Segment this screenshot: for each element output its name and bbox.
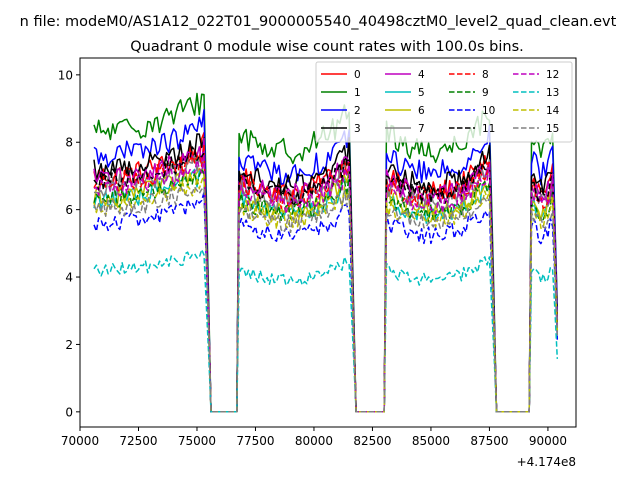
legend-label-8: 8 <box>482 69 489 81</box>
y-tick-label: 0 <box>65 405 73 419</box>
x-offset-label: +4.174e8 <box>517 455 576 469</box>
legend-label-4: 4 <box>418 69 425 81</box>
legend-label-0: 0 <box>354 69 361 81</box>
plot-area-frame <box>79 57 577 428</box>
legend-label-10: 10 <box>482 105 495 117</box>
series-line-9 <box>93 168 559 413</box>
legend-label-15: 15 <box>546 123 559 135</box>
figure-suptitle: n file: modeM0/AS1A12_022T01_9000005540_… <box>20 14 617 30</box>
legend-box <box>315 61 573 143</box>
legend-label-6: 6 <box>418 105 425 117</box>
x-tick-label: 75000 <box>178 434 216 448</box>
series-line-14 <box>93 173 559 413</box>
legend-label-9: 9 <box>482 87 489 99</box>
series-lines <box>93 92 559 413</box>
x-tick-label: 85000 <box>412 434 450 448</box>
x-axis: 70000 72500 75000 77500 80000 82500 85000 87500… <box>61 427 567 448</box>
x-tick-label: 80000 <box>295 434 333 448</box>
series-line-13 <box>93 248 559 413</box>
series-line-10 <box>93 191 559 413</box>
series-line-15 <box>93 185 559 413</box>
y-tick-label: 4 <box>65 271 73 285</box>
series-line-3 <box>93 133 559 413</box>
legend-label-14: 14 <box>546 105 560 117</box>
x-tick-label: 82500 <box>353 434 391 448</box>
x-tick-label: 70000 <box>61 434 99 448</box>
legend-label-1: 1 <box>354 87 361 99</box>
series-line-12 <box>93 153 559 413</box>
y-tick-label: 10 <box>58 68 73 82</box>
legend-label-13: 13 <box>546 87 559 99</box>
y-tick-label: 8 <box>65 136 73 150</box>
series-line-5 <box>93 168 559 413</box>
x-tick-label: 87500 <box>470 434 508 448</box>
y-axis: 0 2 4 6 8 10 <box>58 68 80 419</box>
x-tick-label: 90000 <box>529 434 567 448</box>
legend-label-3: 3 <box>354 123 361 135</box>
series-line-6 <box>93 158 559 413</box>
legend-label-7: 7 <box>418 123 425 135</box>
x-tick-label: 77500 <box>236 434 274 448</box>
legend-label-12: 12 <box>546 69 559 81</box>
chart-title: Quadrant 0 module wise count rates with … <box>130 39 524 55</box>
legend-label-2: 2 <box>354 105 361 117</box>
y-tick-label: 2 <box>65 338 73 352</box>
x-tick-label: 72500 <box>119 434 157 448</box>
y-tick-label: 6 <box>65 203 73 217</box>
legend-label-11: 11 <box>482 123 495 135</box>
legend-label-5: 5 <box>418 87 425 99</box>
